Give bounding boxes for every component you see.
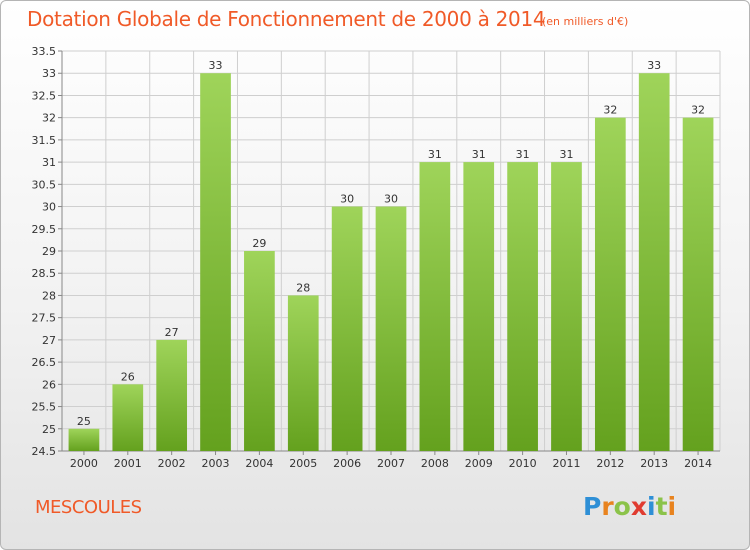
data-label: 31: [472, 148, 486, 161]
data-label: 31: [516, 148, 530, 161]
bar-2007[interactable]: [375, 206, 407, 451]
y-tick-label: 26.5: [32, 356, 57, 369]
bar-2012[interactable]: [594, 117, 626, 452]
bar-2000[interactable]: [68, 428, 100, 451]
x-tick-label: 2007: [377, 457, 405, 470]
bar-2005[interactable]: [287, 295, 319, 451]
x-tick-label: 2001: [114, 457, 142, 470]
data-label: 33: [209, 59, 223, 72]
data-label: 26: [121, 370, 135, 383]
proxiti-logo[interactable]: Proxiti: [583, 492, 676, 521]
bar-2008[interactable]: [419, 162, 451, 451]
bar-2002[interactable]: [156, 339, 188, 451]
y-tick-label: 33.5: [32, 45, 57, 58]
data-label-layer: 25 26 27 33 29 28 30 30 31 31 31 31 32 33 32: [77, 59, 705, 428]
y-tick-label: 28.5: [32, 267, 57, 280]
data-label: 25: [77, 415, 91, 428]
data-label: 30: [340, 193, 354, 206]
bar-2013[interactable]: [638, 73, 670, 451]
x-tick-label: 2012: [596, 457, 624, 470]
data-label: 33: [647, 59, 661, 72]
y-tick-label: 31.5: [32, 134, 57, 147]
x-tick-label: 2006: [333, 457, 361, 470]
y-tick-label: 32: [42, 112, 56, 125]
data-label: 32: [603, 104, 617, 117]
y-tick-label: 27.5: [32, 312, 57, 325]
data-label: 31: [428, 148, 442, 161]
data-label: 28: [296, 281, 310, 294]
logo-letter: i: [647, 492, 656, 521]
bar-2014[interactable]: [682, 117, 714, 452]
y-tick-label: 29: [42, 245, 56, 258]
logo-letter: r: [601, 492, 614, 521]
data-label: 30: [384, 193, 398, 206]
town-name: MESCOULES: [35, 497, 142, 518]
chart-unit: (en milliers d'€): [542, 15, 629, 28]
bar-2003[interactable]: [200, 73, 231, 451]
y-tick-label: 30: [42, 201, 56, 214]
y-tick-label: 24.5: [32, 445, 57, 458]
logo-letter: x: [630, 492, 647, 521]
x-tick-label: 2003: [202, 457, 230, 470]
data-label: 27: [165, 326, 179, 339]
bar-layer: [68, 73, 714, 452]
data-label: 31: [559, 148, 573, 161]
data-label: 32: [691, 104, 705, 117]
x-tick-label: 2000: [70, 457, 98, 470]
logo-letter: t: [655, 492, 668, 521]
x-tick-label: 2010: [509, 457, 537, 470]
y-tick-label: 25: [42, 423, 56, 436]
bar-2011[interactable]: [551, 162, 582, 451]
x-tick-label: 2013: [640, 457, 668, 470]
bar-2009[interactable]: [463, 162, 495, 451]
y-tick-label: 29.5: [32, 223, 57, 236]
x-tick-label: 2011: [552, 457, 580, 470]
logo-letter: i: [667, 492, 677, 521]
x-tick-label: 2002: [158, 457, 186, 470]
bar-2004[interactable]: [244, 251, 275, 451]
y-tick-label: 26: [42, 378, 56, 391]
bar-2001[interactable]: [112, 384, 144, 451]
bar-2006[interactable]: [331, 206, 363, 451]
logo-letter: P: [583, 492, 602, 521]
y-tick-label: 30.5: [32, 178, 57, 191]
y-tick-label: 28: [42, 289, 56, 302]
x-tick-label: 2008: [421, 457, 449, 470]
y-tick-label: 31: [42, 156, 56, 169]
y-tick-label: 32.5: [32, 89, 57, 102]
x-tick-label: 2004: [245, 457, 273, 470]
x-tick-label: 2005: [289, 457, 317, 470]
y-tick-label: 27: [42, 334, 56, 347]
chart-title: Dotation Globale de Fonctionnement de 20…: [27, 7, 546, 31]
x-tick-label: 2014: [684, 457, 712, 470]
y-tick-label: 33: [42, 67, 56, 80]
x-tick-label: 2009: [465, 457, 493, 470]
data-label: 29: [252, 237, 266, 250]
logo-letter: o: [613, 492, 631, 521]
bar-2010[interactable]: [507, 162, 538, 451]
y-tick-label: 25.5: [32, 401, 57, 414]
